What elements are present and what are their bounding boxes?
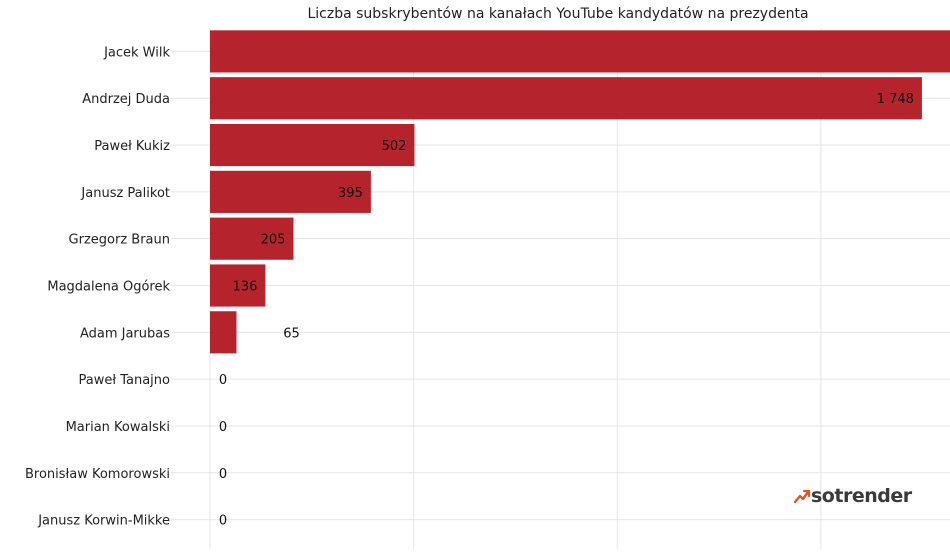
category-label: Janusz Palikot xyxy=(80,186,170,201)
data-label: 0 xyxy=(219,420,227,435)
data-label: 1 748 xyxy=(877,92,914,107)
data-label: 0 xyxy=(219,467,227,482)
category-label: Adam Jarubas xyxy=(80,326,170,341)
sotrender-logo-icon xyxy=(793,489,811,504)
bar xyxy=(210,311,237,354)
category-label: Grzegorz Braun xyxy=(69,233,170,248)
bar xyxy=(210,170,371,213)
data-label: 0 xyxy=(219,373,227,388)
bar xyxy=(210,264,266,307)
category-label: Paweł Tanajno xyxy=(79,373,170,388)
category-label: Bronisław Komorowski xyxy=(25,467,170,482)
bar xyxy=(210,30,950,73)
sotrender-logo-text: sotrender xyxy=(811,485,912,507)
category-label: Paweł Kukiz xyxy=(94,139,170,154)
data-label: 395 xyxy=(338,186,363,201)
category-label: Andrzej Duda xyxy=(82,92,170,107)
bar xyxy=(210,123,415,167)
data-label: 65 xyxy=(283,326,300,341)
bar xyxy=(210,77,922,120)
data-label: 205 xyxy=(261,233,286,248)
data-label: 502 xyxy=(382,139,407,154)
data-label: 136 xyxy=(233,280,258,295)
data-label: 0 xyxy=(219,514,227,529)
category-label: Janusz Korwin-Mikke xyxy=(37,514,170,529)
category-label: Jacek Wilk xyxy=(103,45,170,60)
sotrender-logo: sotrender xyxy=(793,485,912,507)
bar xyxy=(210,217,294,260)
category-label: Magdalena Ogórek xyxy=(47,280,170,295)
chart-title: Liczba subskrybentów na kanałach YouTube… xyxy=(307,6,809,22)
category-label: Marian Kowalski xyxy=(66,420,170,435)
